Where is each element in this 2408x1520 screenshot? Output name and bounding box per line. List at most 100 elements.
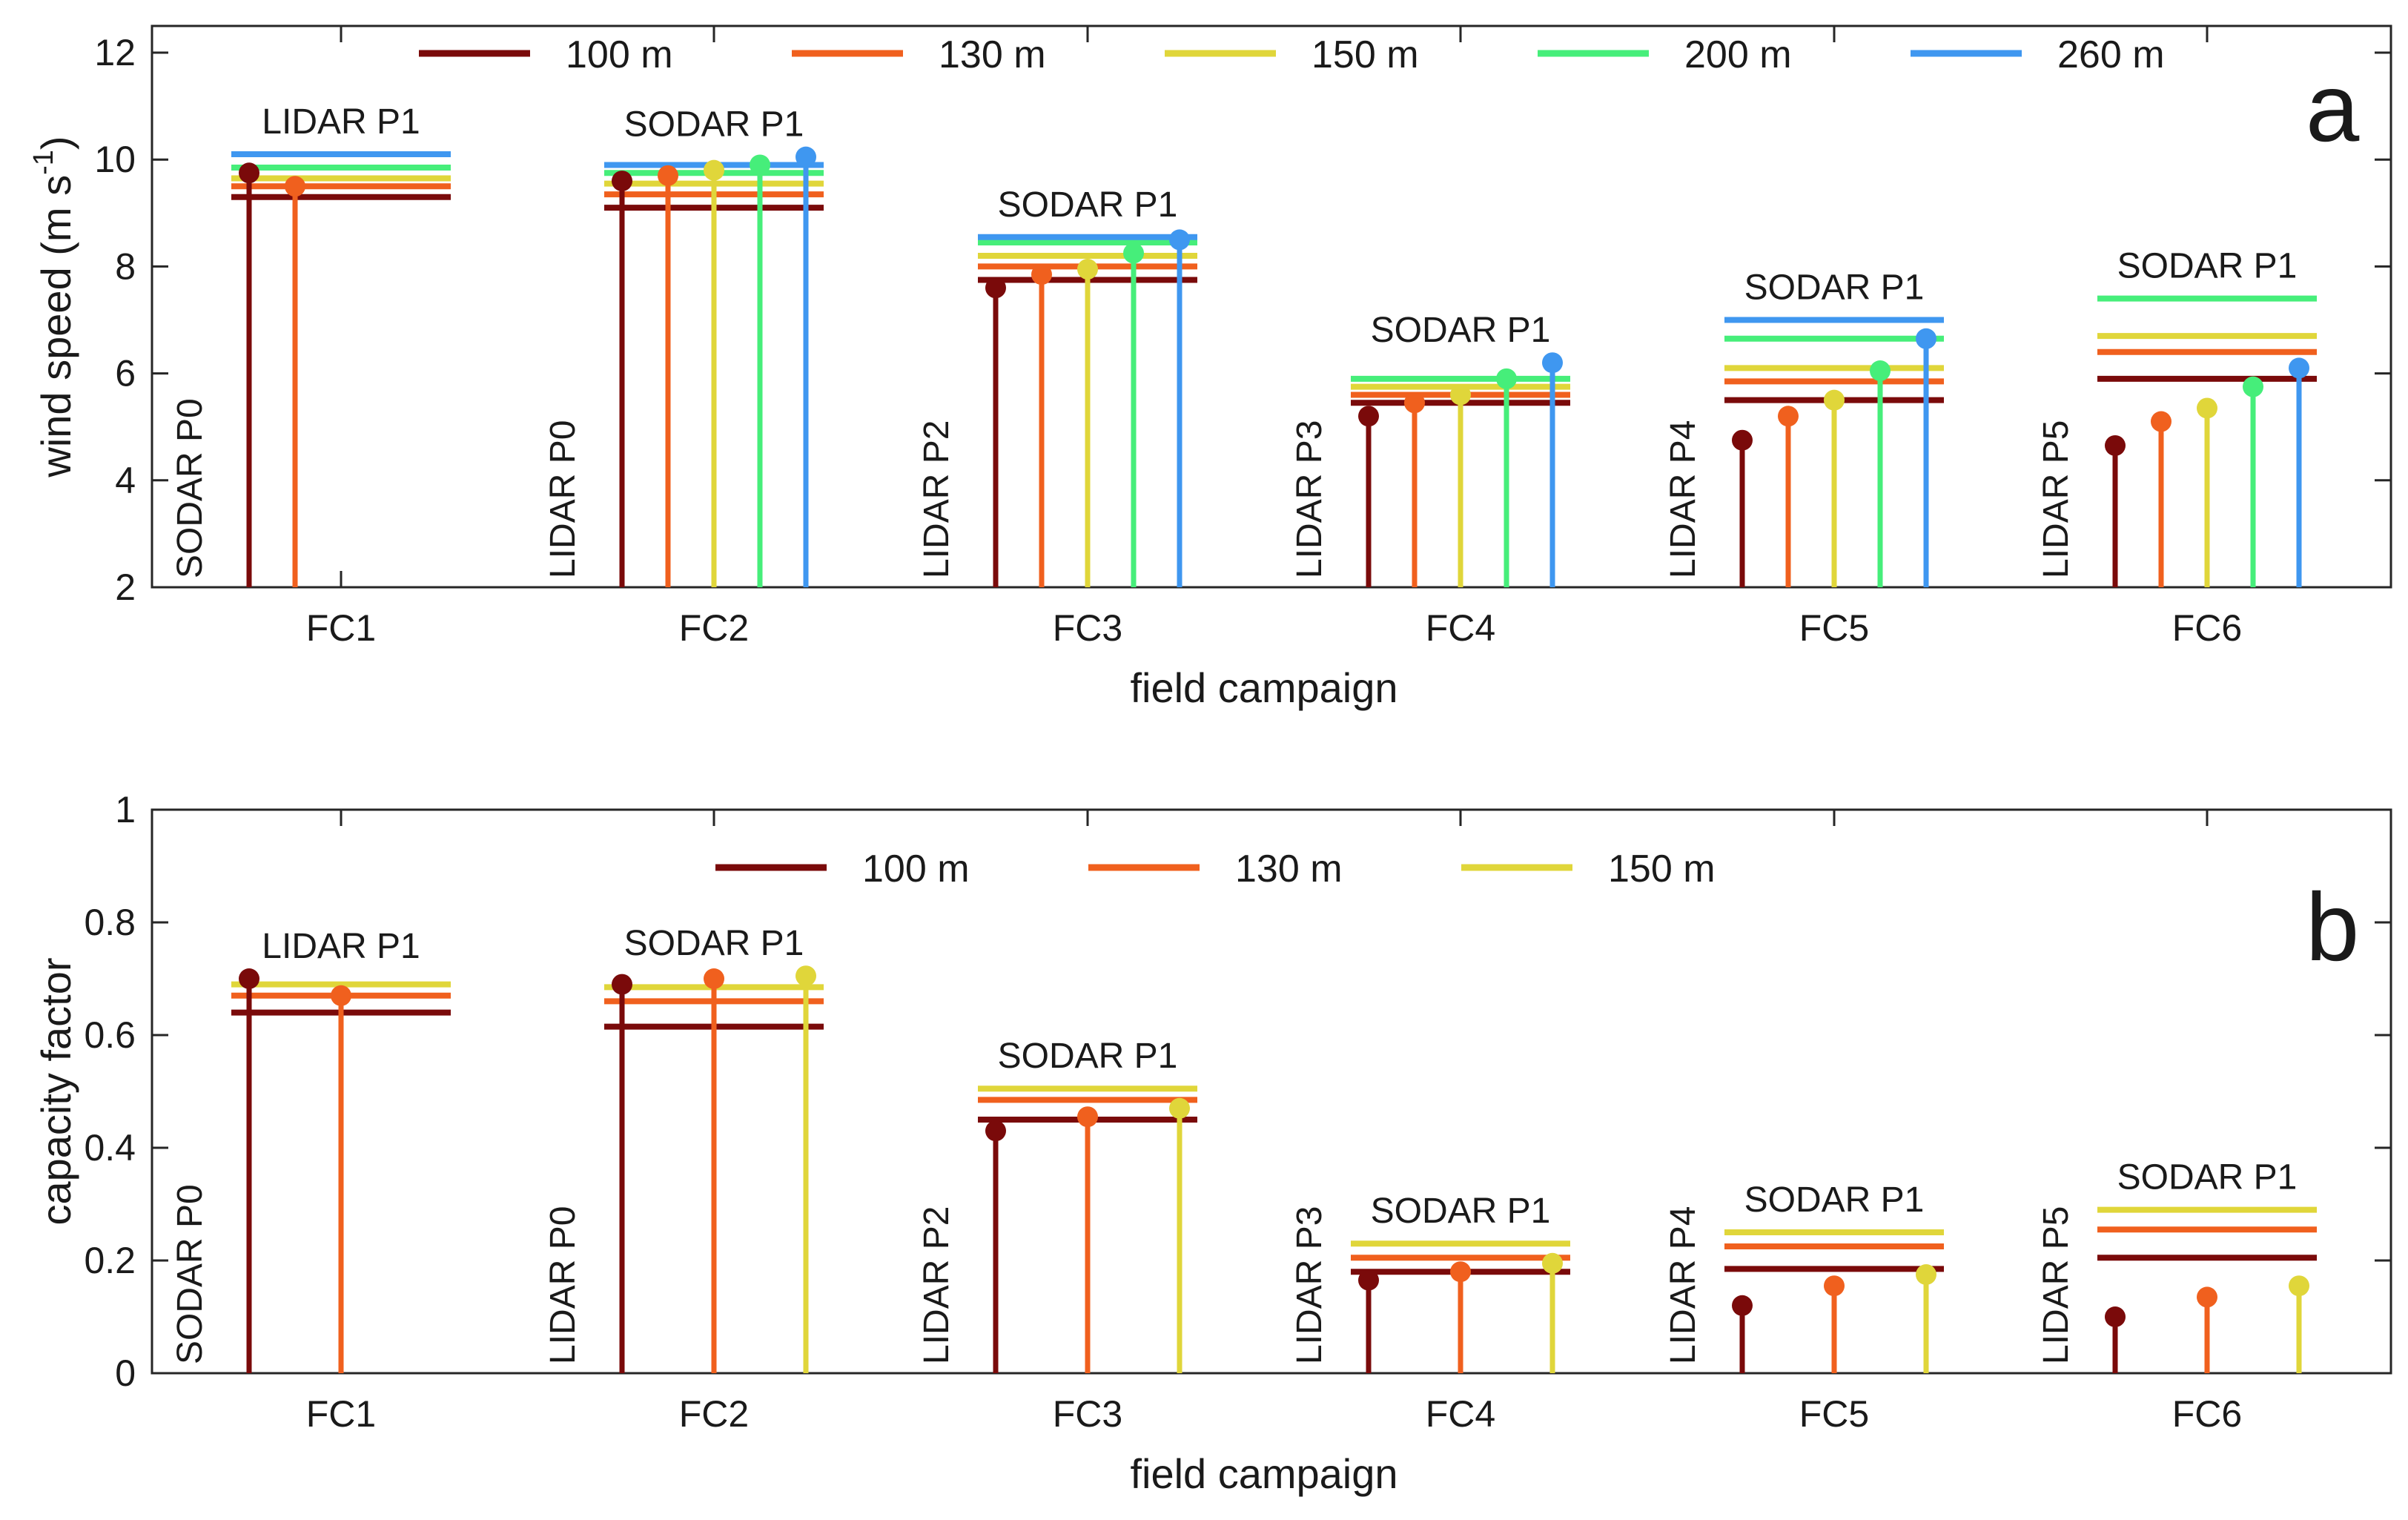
reference-source-label: LIDAR P1: [262, 927, 420, 966]
stem-marker: [1358, 1269, 1379, 1291]
stem-marker: [1824, 389, 1845, 411]
y-tick-label: 1: [115, 789, 136, 830]
stem-marker: [1169, 1097, 1190, 1119]
legend-label: 130 m: [1235, 847, 1343, 890]
stem-marker: [2151, 411, 2172, 432]
y-tick-label: 8: [115, 245, 136, 287]
group-FC2: SODAR P1 LIDAR P0: [543, 105, 824, 587]
group-FC6: SODAR P1 LIDAR P5: [2037, 1158, 2317, 1373]
stem-marker: [1077, 259, 1098, 280]
stem-source-label: LIDAR P4: [1664, 1206, 1703, 1364]
stem-source-label: LIDAR P5: [2037, 1206, 2076, 1364]
x-axis-title: field campaign: [1130, 664, 1398, 711]
stem-marker: [2197, 1286, 2217, 1308]
panel-letter: a: [2306, 53, 2360, 162]
y-tick-label: 4: [115, 460, 136, 501]
stem-marker: [796, 146, 816, 168]
group-FC4: SODAR P1 LIDAR P3: [1290, 311, 1570, 587]
y-axis-title-superscript: -1: [28, 150, 59, 175]
stem-marker: [1824, 1275, 1845, 1297]
stem-marker: [1358, 406, 1379, 427]
group-FC4: SODAR P1 LIDAR P3: [1290, 1192, 1570, 1373]
stem-source-label: LIDAR P3: [1290, 420, 1329, 578]
stem-marker: [331, 985, 351, 1006]
x-tick-label: FC1: [306, 1393, 376, 1435]
group-FC5: SODAR P1 LIDAR P4: [1664, 1180, 1944, 1373]
panel-letter: b: [2306, 873, 2359, 981]
y-tick-label: 12: [94, 32, 136, 73]
legend-label: 260 m: [2057, 33, 2165, 76]
stem-source-label: SODAR P0: [171, 398, 210, 578]
legend-label: 150 m: [1312, 33, 1419, 76]
x-axis-title: field campaign: [1130, 1450, 1398, 1497]
stem-source-label: LIDAR P0: [543, 420, 583, 578]
group-FC3: SODAR P1 LIDAR P2: [917, 185, 1197, 587]
stem-marker: [1732, 1295, 1753, 1316]
x-tick-label: FC2: [679, 607, 749, 649]
reference-source-label: SODAR P1: [998, 185, 1178, 225]
group-FC5: SODAR P1 LIDAR P4: [1664, 268, 1944, 587]
x-tick-label: FC4: [1426, 607, 1495, 649]
stem-marker: [985, 277, 1006, 299]
group-FC1: LIDAR P1 SODAR P0: [171, 102, 451, 587]
stem-marker: [1870, 360, 1891, 382]
stem-source-label: LIDAR P3: [1290, 1206, 1329, 1364]
stem-marker: [1169, 229, 1190, 251]
stem-marker: [1778, 406, 1799, 427]
stem-marker: [1031, 264, 1052, 285]
stem-marker: [1450, 384, 1471, 406]
stem-marker: [2197, 397, 2217, 419]
stem-marker: [2105, 1306, 2126, 1327]
stem-marker: [1450, 1261, 1471, 1283]
stem-marker: [1916, 1264, 1936, 1285]
stem-source-label: LIDAR P2: [917, 420, 956, 578]
reference-source-label: LIDAR P1: [262, 102, 420, 142]
reference-source-label: SODAR P1: [2117, 1158, 2298, 1197]
x-tick-label: FC5: [1799, 607, 1869, 649]
x-tick-label: FC3: [1053, 1393, 1122, 1435]
y-axis-title: capacity factor: [33, 957, 79, 1225]
y-tick-label: 10: [94, 139, 136, 180]
stem-marker: [239, 968, 259, 989]
x-tick-label: FC6: [2172, 607, 2242, 649]
stem-source-label: LIDAR P0: [543, 1206, 583, 1364]
x-tick-label: FC4: [1426, 1393, 1495, 1435]
stem-marker: [704, 159, 724, 181]
stem-marker: [239, 162, 259, 184]
group-FC1: LIDAR P1 SODAR P0: [171, 927, 451, 1373]
y-tick-label: 2: [115, 566, 136, 608]
reference-source-label: SODAR P1: [2117, 247, 2298, 286]
x-tick-label: FC1: [306, 607, 376, 649]
stem-marker: [612, 171, 632, 192]
group-FC6: SODAR P1 LIDAR P5: [2037, 247, 2317, 587]
reference-source-label: SODAR P1: [1371, 311, 1551, 350]
stem-marker: [2105, 434, 2126, 456]
legend-label: 200 m: [1684, 33, 1792, 76]
stem-marker: [2243, 376, 2263, 397]
stem-source-label: SODAR P0: [171, 1184, 210, 1364]
stem-marker: [1123, 242, 1144, 264]
x-tick-label: FC2: [679, 1393, 749, 1435]
stem-marker: [1077, 1106, 1098, 1128]
y-tick-label: 6: [115, 353, 136, 394]
plot-frame: [150, 808, 2392, 1375]
stem-marker: [1496, 368, 1517, 389]
group-FC2: SODAR P1 LIDAR P0: [543, 924, 824, 1373]
stem-marker: [704, 968, 724, 989]
stem-marker: [658, 165, 678, 186]
legend-label: 100 m: [566, 33, 673, 76]
y-tick-label: 0.6: [84, 1014, 136, 1056]
panel-b: 0 0.2 0.4 0.6 0.8 1 FC1 FC2 FC3 FC4 FC5 FC6 field ca…: [33, 789, 2392, 1497]
reference-source-label: SODAR P1: [998, 1037, 1178, 1076]
stem-marker: [1732, 429, 1753, 451]
x-tick-label: FC3: [1053, 607, 1122, 649]
plot-frame: [150, 24, 2392, 589]
y-tick-label: 0: [115, 1352, 136, 1394]
stem-marker: [985, 1120, 1006, 1142]
legend-label: 100 m: [862, 847, 970, 890]
stem-marker: [750, 154, 770, 176]
reference-source-label: SODAR P1: [624, 105, 804, 145]
y-axis-title-close: ): [33, 136, 79, 150]
y-axis-title: wind speed (m s-1): [28, 136, 79, 478]
reference-source-label: SODAR P1: [624, 924, 804, 963]
